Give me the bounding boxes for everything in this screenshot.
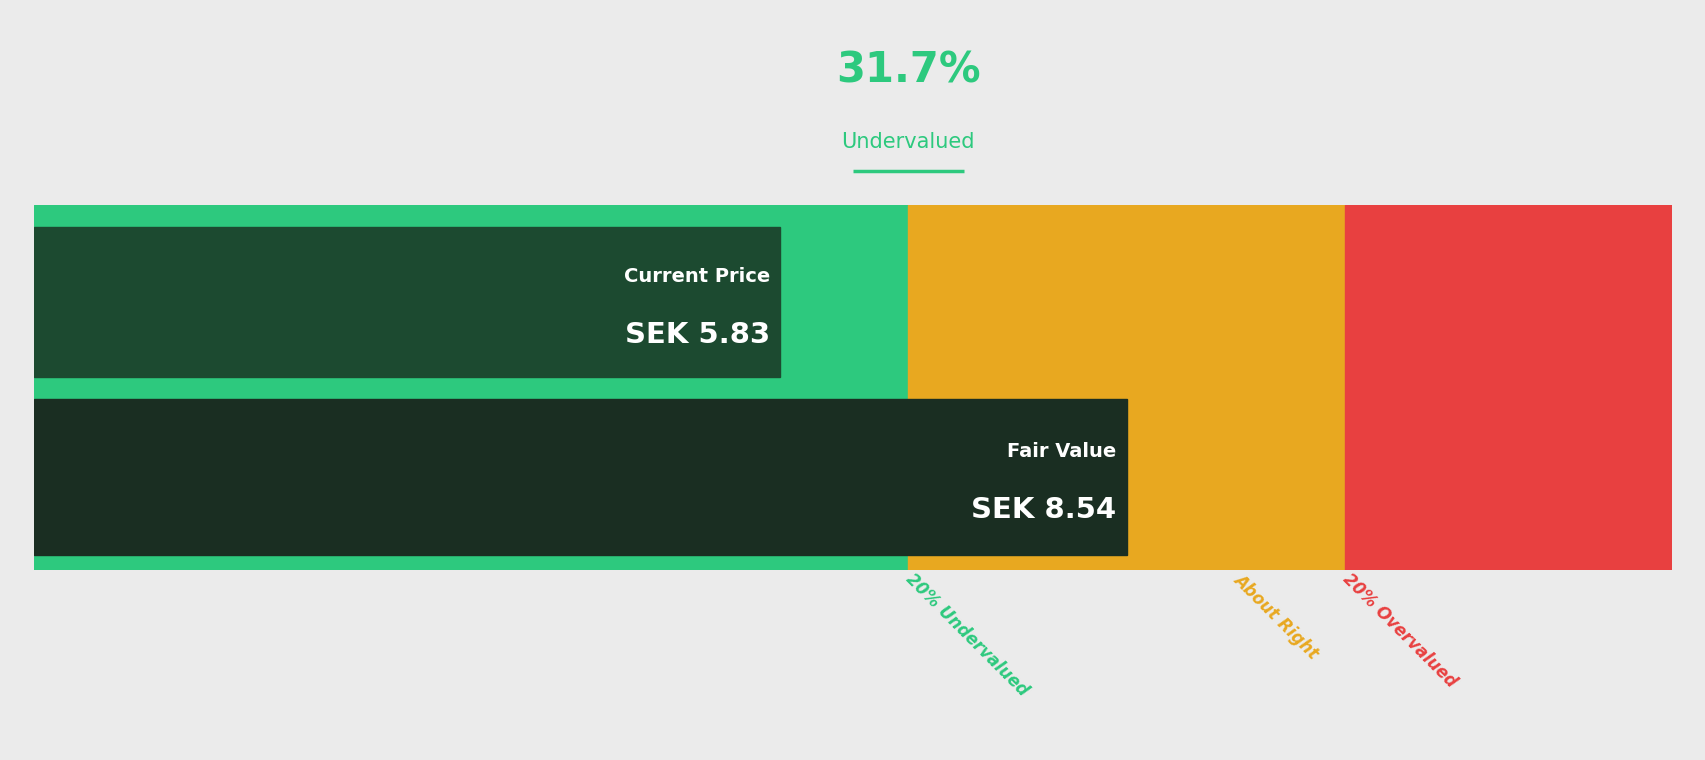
Bar <box>34 205 907 570</box>
Text: SEK 8.54: SEK 8.54 <box>970 496 1115 524</box>
Bar <box>34 227 779 377</box>
Text: 20% Overvalued: 20% Overvalued <box>1338 570 1459 691</box>
Text: 31.7%: 31.7% <box>835 49 980 91</box>
Bar <box>1345 205 1671 570</box>
Text: Current Price: Current Price <box>624 267 769 286</box>
Text: Fair Value: Fair Value <box>1006 442 1115 461</box>
Text: SEK 5.83: SEK 5.83 <box>624 321 769 349</box>
Bar <box>34 398 1125 556</box>
Bar <box>907 205 1125 570</box>
Text: 20% Undervalued: 20% Undervalued <box>902 570 1032 699</box>
Bar <box>1125 205 1345 570</box>
Text: About Right: About Right <box>1229 570 1321 662</box>
Text: Undervalued: Undervalued <box>841 132 975 152</box>
